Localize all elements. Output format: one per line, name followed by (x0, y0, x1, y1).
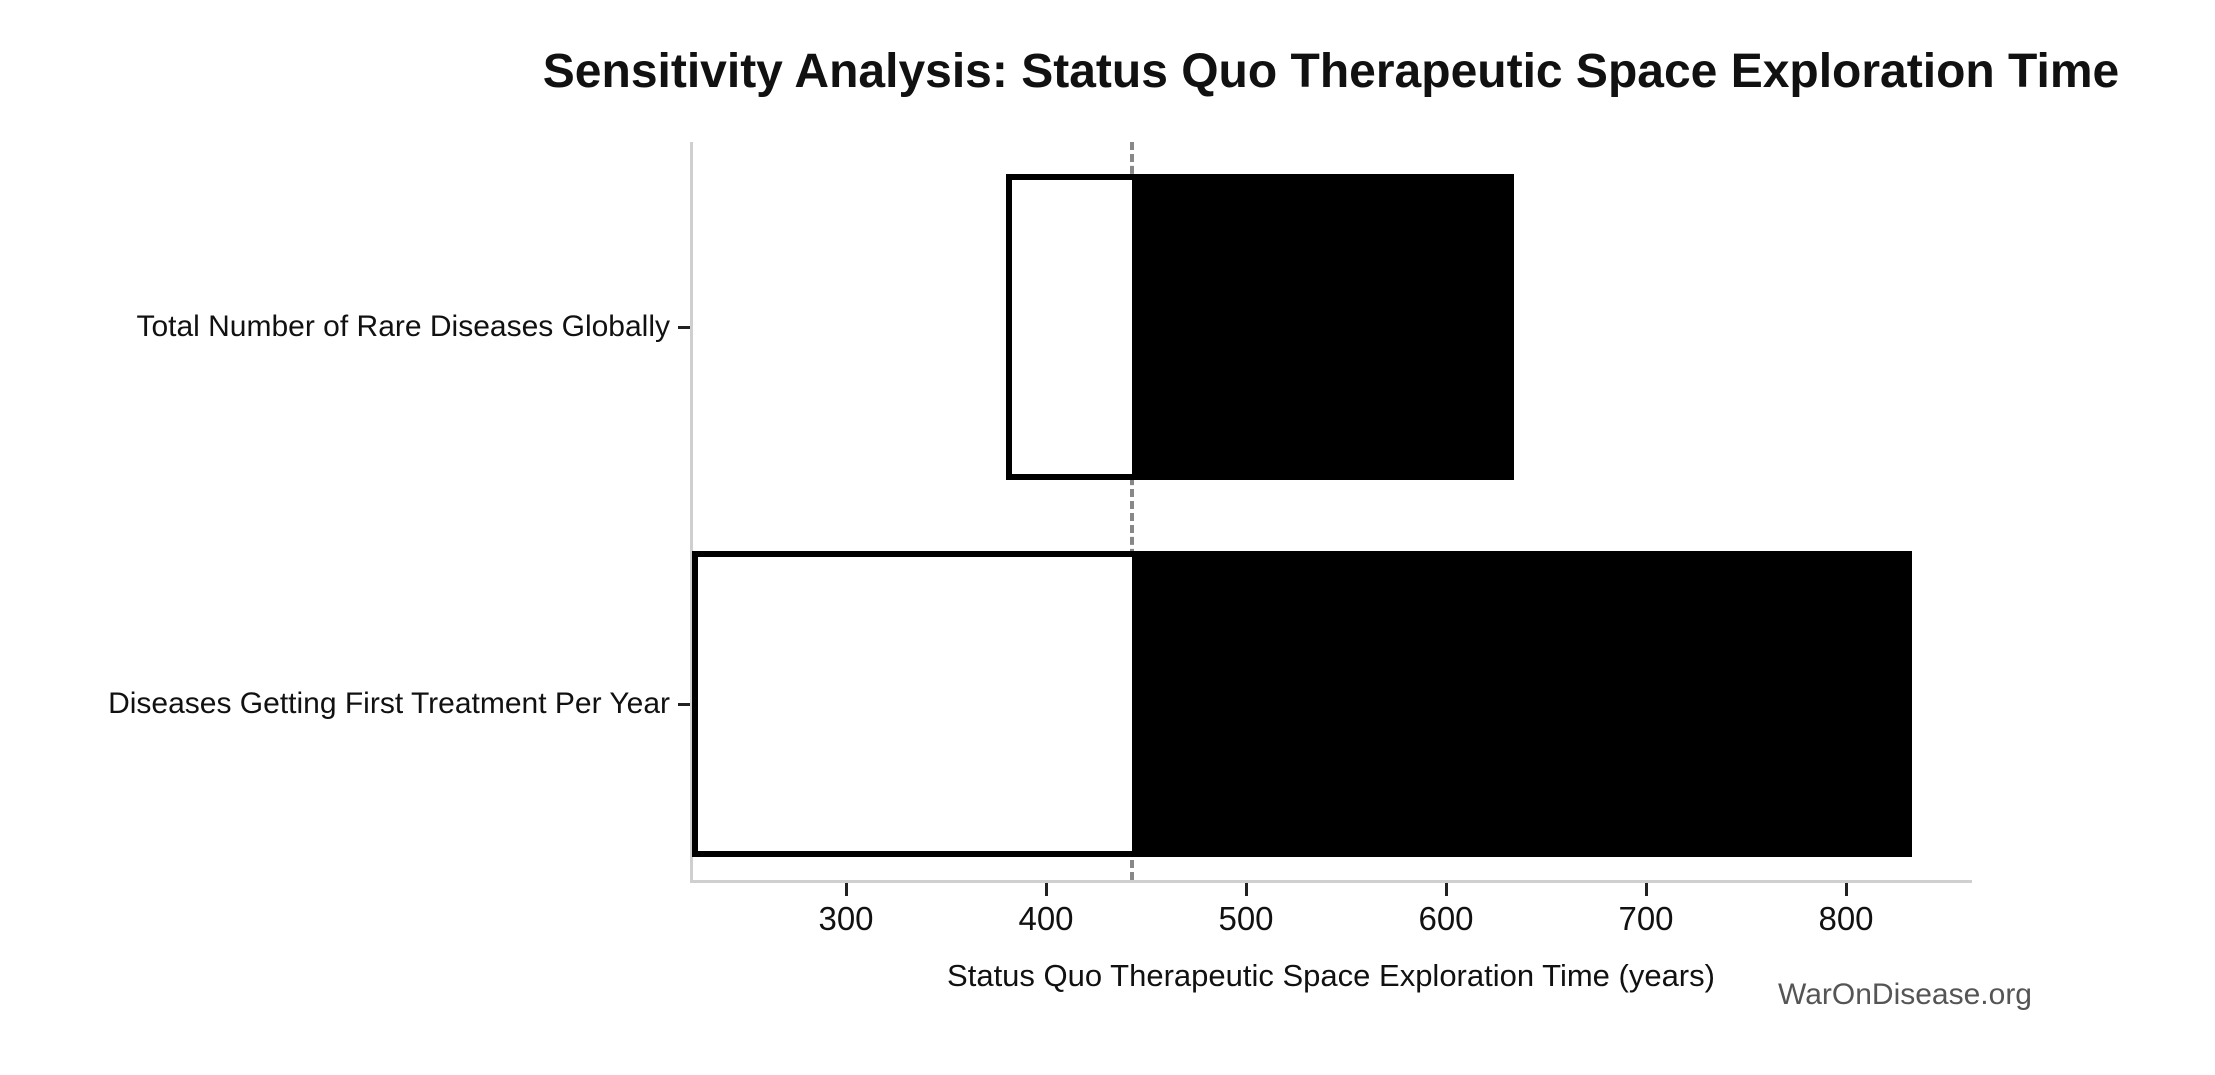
category-label: Diseases Getting First Treatment Per Yea… (108, 687, 670, 720)
tornado-bar (1006, 174, 1514, 480)
x-tick-label: 700 (1618, 900, 1674, 937)
y-tick-mark (678, 702, 690, 706)
x-tick-mark (844, 883, 848, 896)
x-tick-label: 600 (1418, 900, 1474, 937)
x-tick-label: 500 (1218, 900, 1274, 937)
x-tick-mark (1644, 883, 1648, 896)
tornado-bar (692, 551, 1912, 857)
x-tick-mark (1044, 883, 1048, 896)
x-tick-mark (1844, 883, 1848, 896)
baseline-dashed-line (1130, 142, 1134, 880)
chart-title: Sensitivity Analysis: Status Quo Therape… (542, 45, 2120, 98)
bar-high-segment (1132, 174, 1514, 480)
x-tick-label: 800 (1818, 900, 1874, 937)
x-tick-label: 300 (818, 900, 874, 937)
bar-outline (692, 551, 1912, 857)
category-label: Total Number of Rare Diseases Globally (136, 310, 670, 343)
x-tick-mark (1444, 883, 1448, 896)
bar-high-segment (1132, 551, 1912, 857)
plot-area: 300 400 500 600 700 800 (678, 142, 1972, 937)
watermark: WarOnDisease.org (1778, 978, 2032, 1011)
x-axis-spine (690, 880, 1972, 883)
x-tick-mark (1244, 883, 1248, 896)
bar-outline (1006, 174, 1514, 480)
x-axis-label: Status Quo Therapeutic Space Exploration… (947, 958, 1715, 993)
y-tick-mark (678, 325, 690, 329)
y-axis-spine (690, 142, 693, 883)
x-tick-label: 400 (1018, 900, 1074, 937)
